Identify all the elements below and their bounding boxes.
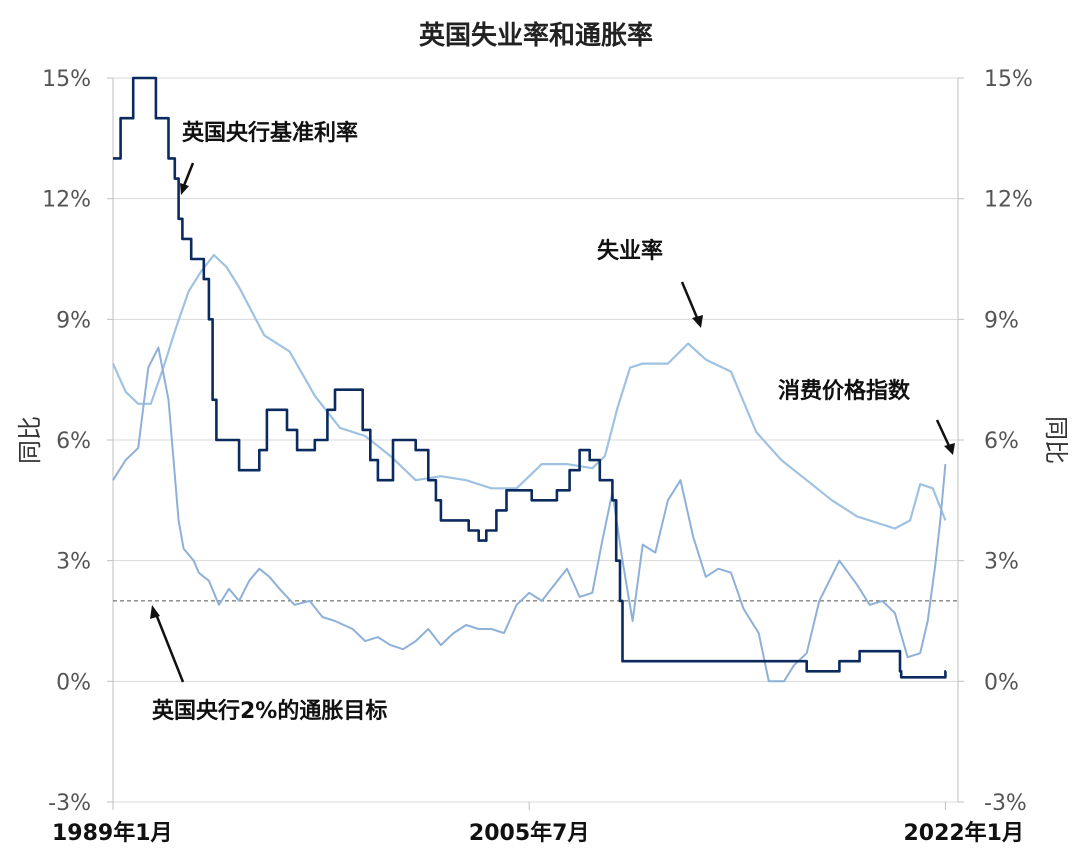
annotation-bank-rate-arrow	[181, 162, 195, 189]
cpi-line	[112, 346, 947, 683]
annotation-target-arrow	[154, 613, 185, 683]
y-tick-label-left: 6%	[56, 429, 91, 454]
annotation-unemployment-arrowhead	[692, 315, 703, 328]
annotation-unemployment: 失业率	[597, 238, 663, 264]
y-tick-label-left: 3%	[56, 550, 91, 575]
bank-rate-line	[113, 76, 947, 679]
y-tick-label-right: 9%	[984, 308, 1019, 333]
annotation-target: 英国央行2%的通胀目标	[152, 698, 387, 724]
annotation-cpi-arrow	[935, 419, 952, 449]
y-axis-right: -3% 0% 3% 6% 9% 12% 15%	[958, 67, 1033, 816]
y-axis-right-label: 同比	[1042, 416, 1070, 464]
chart-title: 英国失业率和通胀率	[419, 20, 653, 51]
y-tick-label-left: -3%	[48, 791, 91, 816]
annotation-unemployment-arrow	[680, 281, 700, 321]
y-axis-left: -3% 0% 3% 6% 9% 12% 15%	[42, 67, 113, 816]
x-tick-label: 2022年1月	[903, 820, 1024, 846]
y-tick-label-right: 3%	[984, 550, 1019, 575]
y-tick-label-left: 12%	[42, 188, 91, 213]
annotation-bank-rate: 英国央行基准利率	[182, 120, 358, 146]
y-axis-left-label: 同比	[16, 416, 44, 464]
y-tick-label-right: 12%	[984, 188, 1033, 213]
y-tick-label-right: -3%	[984, 791, 1027, 816]
y-tick-label-right: 6%	[984, 429, 1019, 454]
x-tick-label: 2005年7月	[469, 820, 590, 846]
series-lines	[111, 76, 947, 683]
annotation-bank-rate-arrowhead	[180, 183, 189, 195]
x-tick-label: 1989年1月	[52, 820, 173, 846]
gridlines	[113, 77, 958, 803]
y-tick-label-left: 9%	[56, 308, 91, 333]
annotation-cpi-arrowhead	[944, 443, 955, 455]
y-tick-label-left: 15%	[42, 67, 91, 92]
x-axis: 1989年1月 2005年7月 2022年1月	[52, 802, 1024, 846]
annotation-target-arrowhead	[150, 605, 160, 619]
y-tick-label-left: 0%	[56, 670, 91, 695]
y-tick-label-right: 0%	[984, 670, 1019, 695]
y-tick-label-right: 15%	[984, 67, 1033, 92]
annotation-cpi: 消费价格指数	[778, 378, 911, 404]
